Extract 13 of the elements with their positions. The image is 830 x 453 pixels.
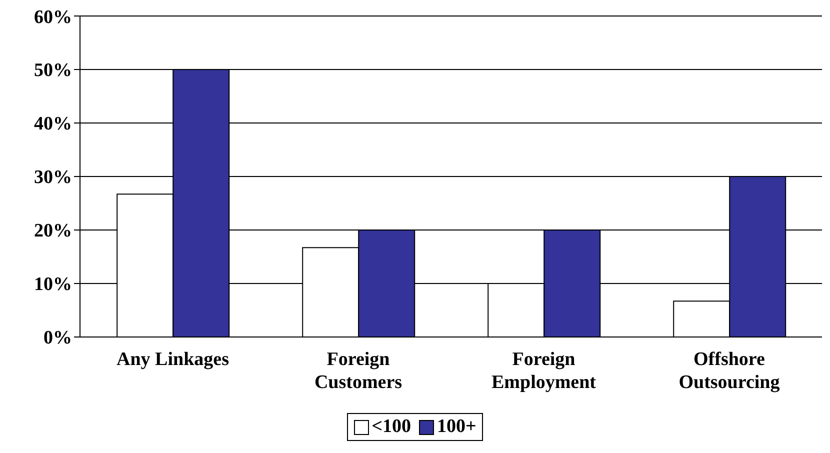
y-tick-label: 30% [34, 167, 72, 188]
x-tick-label: Offshore Outsourcing [678, 349, 780, 393]
x-tick-label: Any Linkages [116, 349, 229, 370]
y-tick-label: 40% [34, 114, 72, 135]
y-tick-label: 60% [34, 6, 72, 28]
x-tick-label: Foreign Customers [314, 349, 402, 393]
y-tick-label: 0% [44, 328, 72, 349]
legend-label: 100+ [436, 416, 476, 438]
y-tick-label: 10% [34, 274, 72, 296]
y-tick-label: 50% [34, 60, 72, 82]
y-tick-label: 20% [34, 220, 72, 242]
legend-label: <100 [370, 416, 411, 438]
x-tick-label: Foreign Employment [492, 349, 597, 393]
